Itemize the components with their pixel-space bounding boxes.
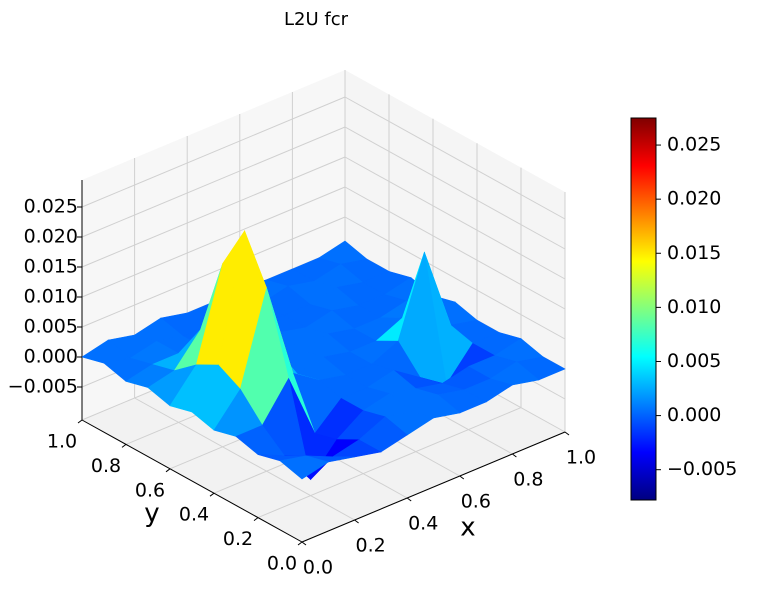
z-tick-label: 0.015: [24, 256, 78, 278]
x-axis-label: x: [460, 513, 475, 543]
grid-line: [81, 186, 346, 298]
x-tick-label: 0.2: [355, 535, 385, 557]
colorbar: [630, 117, 657, 501]
grid-line: [81, 156, 346, 268]
x-tick: [354, 519, 359, 524]
colorbar-tick-label: 0.005: [667, 350, 721, 372]
x-tick-label: 0.4: [408, 513, 438, 535]
surface-cell: [279, 455, 330, 480]
z-tick-label: 0.005: [24, 316, 78, 338]
chart-title: L2U fcr: [284, 9, 349, 30]
z-tick-label: 0.025: [24, 196, 78, 218]
x-tick-label: 0.6: [461, 491, 491, 513]
y-tick: [165, 468, 171, 473]
y-tick-label: 0.2: [223, 528, 253, 550]
y-tick: [209, 492, 215, 497]
x-tick-label: 0.0: [303, 557, 333, 579]
y-tick-label: 1.0: [47, 431, 77, 453]
x-tick: [512, 453, 517, 458]
z-tick-label: 0.010: [24, 286, 78, 308]
x-tick-label: 0.8: [513, 469, 543, 491]
grid-line: [81, 96, 346, 208]
grid-line: [344, 96, 566, 220]
grid-line: [81, 216, 346, 328]
grid-line: [344, 126, 566, 250]
z-tick-label: −0.005: [8, 376, 78, 398]
y-tick: [77, 419, 83, 424]
x-tick-label: 1.0: [566, 447, 596, 469]
grid-line: [344, 216, 566, 340]
x-tick: [459, 475, 465, 480]
y-tick-label: 0.0: [267, 553, 297, 575]
grid-line: [81, 126, 346, 238]
y-tick: [297, 541, 303, 546]
z-tick-label: 0.020: [24, 226, 78, 248]
z-tick-label: 0.000: [24, 346, 78, 368]
colorbar-tick-label: 0.020: [667, 188, 721, 210]
colorbar-tick-label: −0.005: [667, 458, 737, 480]
colorbar-tick-label: 0.010: [667, 296, 721, 318]
colorbar-tick-label: 0.000: [667, 404, 721, 426]
axis-line: [301, 431, 566, 543]
axis-line: [81, 419, 303, 543]
y-tick-label: 0.4: [179, 504, 209, 526]
grid-line: [344, 186, 566, 310]
y-tick-label: 0.8: [91, 455, 121, 477]
grid-line: [257, 407, 522, 519]
grid-line: [134, 397, 355, 521]
colorbar-tick-label: 0.015: [667, 242, 721, 264]
surface: [81, 229, 566, 481]
grid-line: [344, 156, 566, 280]
y-tick: [121, 443, 127, 448]
x-tick: [406, 497, 412, 502]
colorbar-tick-label: 0.025: [667, 134, 721, 156]
x-tick: [564, 431, 570, 436]
x-tick: [301, 541, 307, 546]
y-tick-label: 0.6: [135, 479, 165, 501]
y-axis-label: y: [144, 499, 159, 529]
y-tick: [253, 517, 259, 521]
